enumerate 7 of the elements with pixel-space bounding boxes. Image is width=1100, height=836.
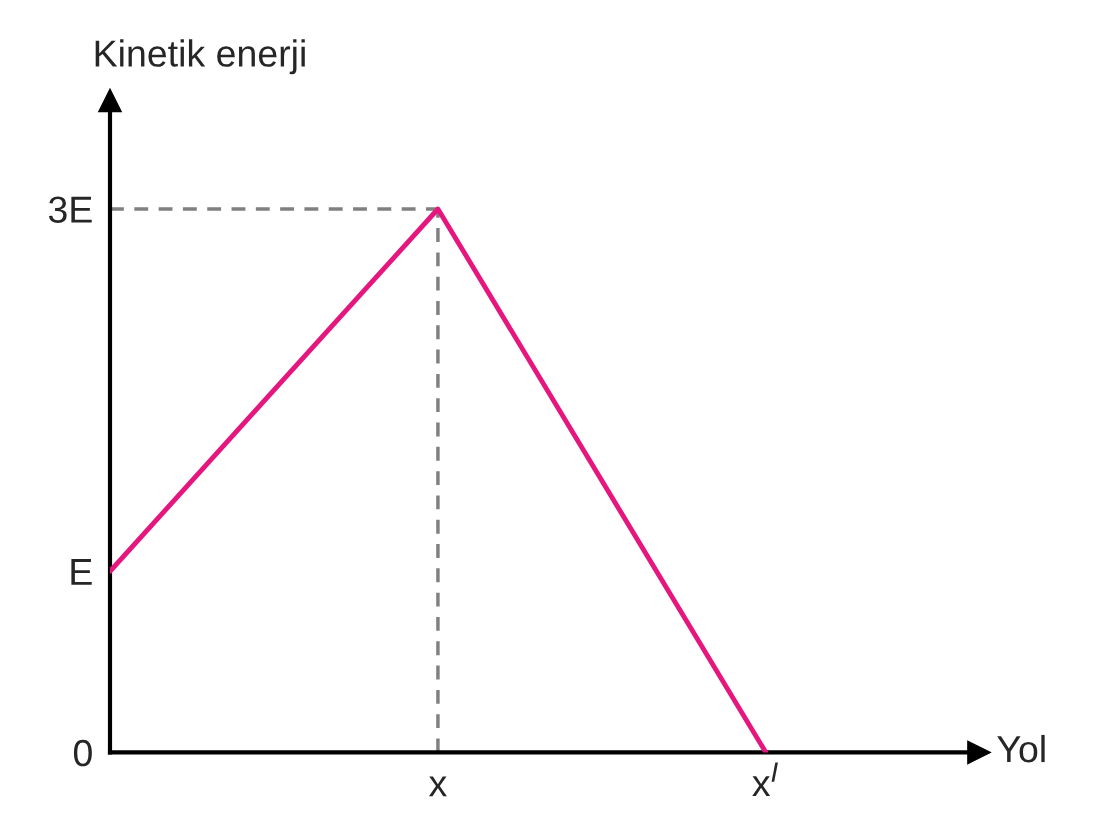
x-tick-label: x <box>428 776 447 797</box>
y-axis-title: Kinetik enerji <box>95 39 305 75</box>
x-axis-title: Yol <box>997 734 1045 763</box>
y-tick-label: 0 <box>73 739 92 767</box>
y-tick-label: 3E <box>48 196 92 223</box>
y-tick-label: E <box>71 559 92 585</box>
x-tick-label: x$^{I}$ <box>752 762 778 796</box>
